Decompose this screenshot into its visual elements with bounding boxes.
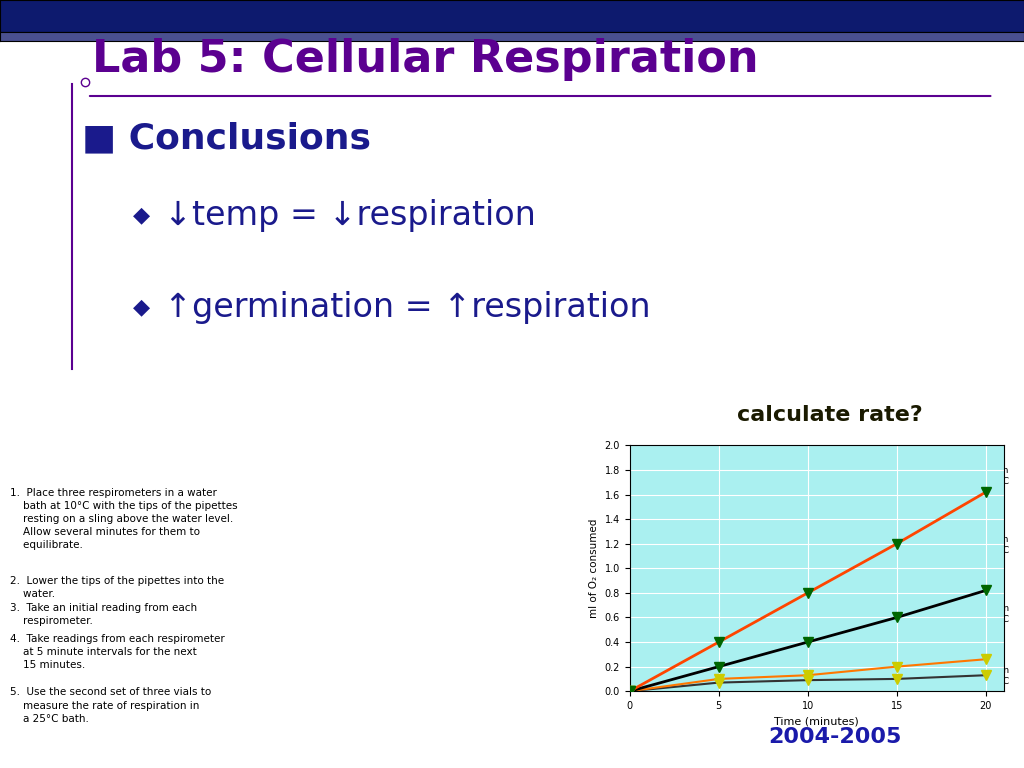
Text: 2.  Lower the tips of the pipettes into the
    water.: 2. Lower the tips of the pipettes into t… xyxy=(10,576,224,599)
X-axis label: Time (minutes): Time (minutes) xyxy=(774,717,859,727)
Text: ◆: ◆ xyxy=(133,205,151,225)
Text: 2004-2005: 2004-2005 xyxy=(768,727,901,747)
Y-axis label: ml of O₂ consumed: ml of O₂ consumed xyxy=(589,518,599,618)
Text: Germinating corn
at 12°C: Germinating corn at 12°C xyxy=(929,535,1009,555)
Text: 5.  Use the second set of three vials to
    measure the rate of respiration in
: 5. Use the second set of three vials to … xyxy=(10,687,212,723)
Text: ↓temp = ↓respiration: ↓temp = ↓respiration xyxy=(164,199,536,231)
Text: 4.  Take readings from each respirometer
    at 5 minute intervals for the next
: 4. Take readings from each respirometer … xyxy=(10,634,225,670)
Text: ↑germination = ↑respiration: ↑germination = ↑respiration xyxy=(164,291,650,323)
Text: 3.  Take an initial reading from each
    respirometer.: 3. Take an initial reading from each res… xyxy=(10,603,198,626)
Text: Nongerminating corn
at 22°C: Nongerminating corn at 22°C xyxy=(912,604,1009,624)
Text: ■ Conclusions: ■ Conclusions xyxy=(82,121,371,155)
Text: Nongerminating corn
at 12°C: Nongerminating corn at 12°C xyxy=(912,666,1009,686)
Text: 1.  Place three respirometers in a water
    bath at 10°C with the tips of the p: 1. Place three respirometers in a water … xyxy=(10,488,238,551)
Text: calculate rate?: calculate rate? xyxy=(737,405,923,425)
Text: Lab 5: Cellular Respiration: Lab 5: Cellular Respiration xyxy=(92,38,759,81)
Text: Germinating corn
at 22°C: Germinating corn at 22°C xyxy=(929,466,1009,486)
Text: ◆: ◆ xyxy=(133,297,151,317)
